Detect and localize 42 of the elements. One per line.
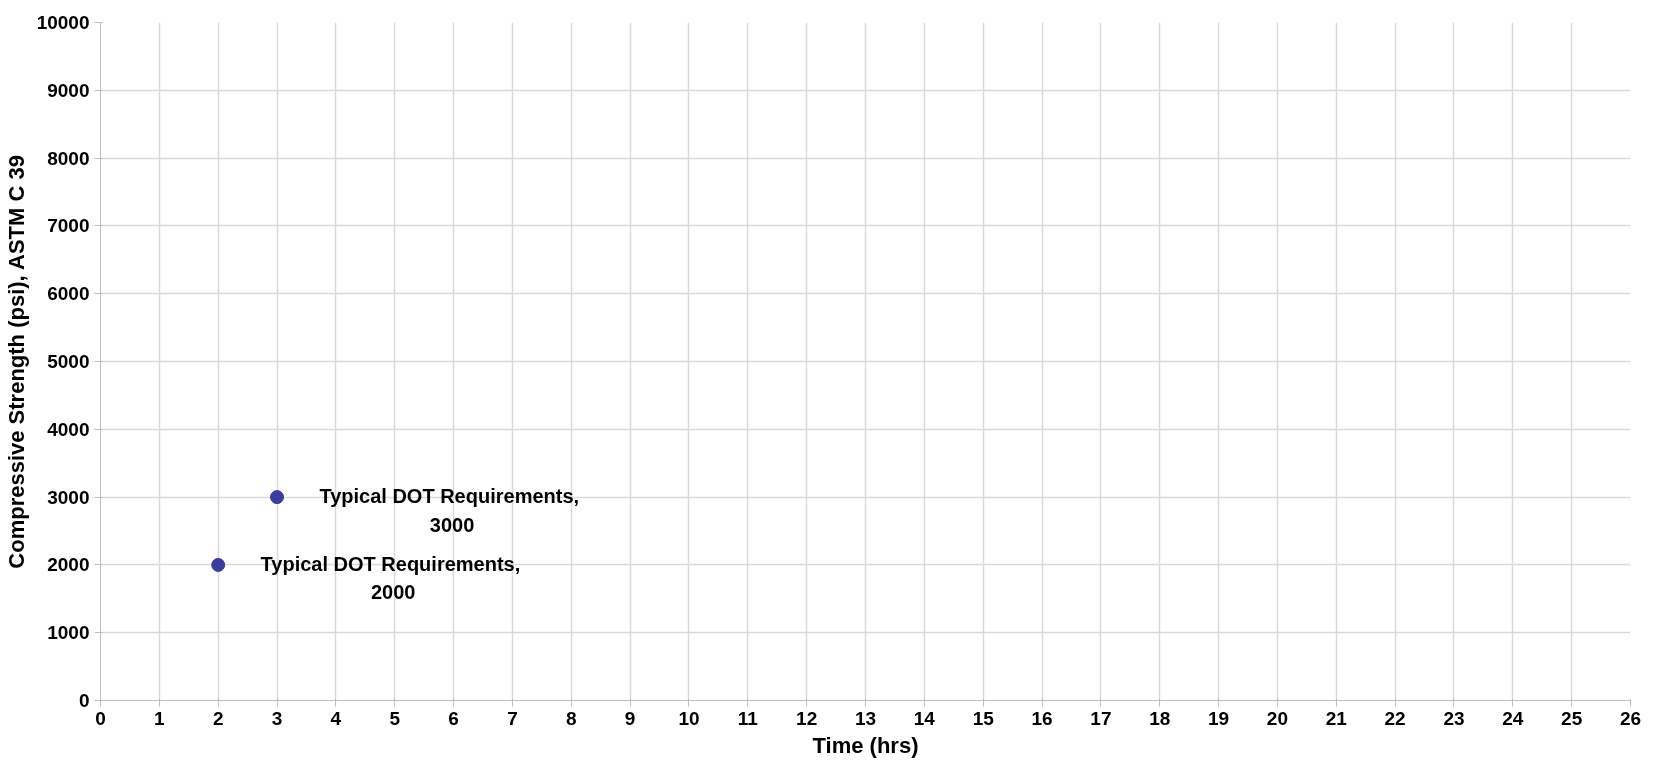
x-tick-label: 19 xyxy=(1208,707,1230,729)
y-tick-label: 8000 xyxy=(47,147,90,169)
x-tick-label: 21 xyxy=(1325,707,1348,729)
x-tick-label: 12 xyxy=(796,707,818,729)
data-label: Typical DOT Requirements, 3000 xyxy=(319,485,580,536)
x-tick-label: 6 xyxy=(448,707,459,729)
x-tick-label: 24 xyxy=(1502,707,1524,729)
x-tick-label: 13 xyxy=(854,707,877,729)
x-tick-label: 0 xyxy=(95,707,106,729)
x-tick-label: 14 xyxy=(913,707,936,729)
x-tick-label: 3 xyxy=(271,707,283,729)
y-tick-label: 2000 xyxy=(47,554,90,576)
x-axis-title: Time (hrs) xyxy=(812,732,919,758)
x-tick-label: 9 xyxy=(624,707,636,729)
y-tick-label: 3000 xyxy=(47,486,90,508)
x-tick-label: 22 xyxy=(1384,707,1406,729)
y-tick-label: 0 xyxy=(78,690,90,711)
y-tick-label: 4000 xyxy=(47,418,90,440)
y-tick-label: 7000 xyxy=(47,215,90,237)
y-tick-label: 10000 xyxy=(36,12,90,33)
x-tick-label: 8 xyxy=(565,707,577,729)
x-tick-label: 7 xyxy=(507,707,518,729)
x-tick-label: 17 xyxy=(1090,707,1112,729)
x-tick-label: 15 xyxy=(972,707,995,729)
x-tick-label: 10 xyxy=(678,707,700,729)
x-tick-label: 2 xyxy=(212,707,224,729)
x-tick-label: 1 xyxy=(154,707,166,729)
x-tick-label: 23 xyxy=(1443,707,1465,729)
x-tick-label: 25 xyxy=(1561,707,1583,729)
x-tick-label: 5 xyxy=(389,707,401,729)
x-tick-label: 4 xyxy=(330,707,342,729)
y-tick-label: 6000 xyxy=(47,283,90,305)
x-tick-label: 18 xyxy=(1149,707,1171,729)
x-tick-label: 26 xyxy=(1619,707,1642,729)
y-tick-label: 9000 xyxy=(47,79,90,101)
x-tick-label: 16 xyxy=(1031,707,1053,729)
y-tick-label: 5000 xyxy=(47,351,90,372)
x-tick-label: 11 xyxy=(737,707,759,729)
data-label: Typical DOT Requirements, 2000 xyxy=(260,552,521,604)
x-tick-label: 20 xyxy=(1266,707,1288,729)
y-axis-title: Compressive Strength (psi), ASTM C 39 xyxy=(3,155,29,569)
y-tick-label: 1000 xyxy=(47,622,90,644)
